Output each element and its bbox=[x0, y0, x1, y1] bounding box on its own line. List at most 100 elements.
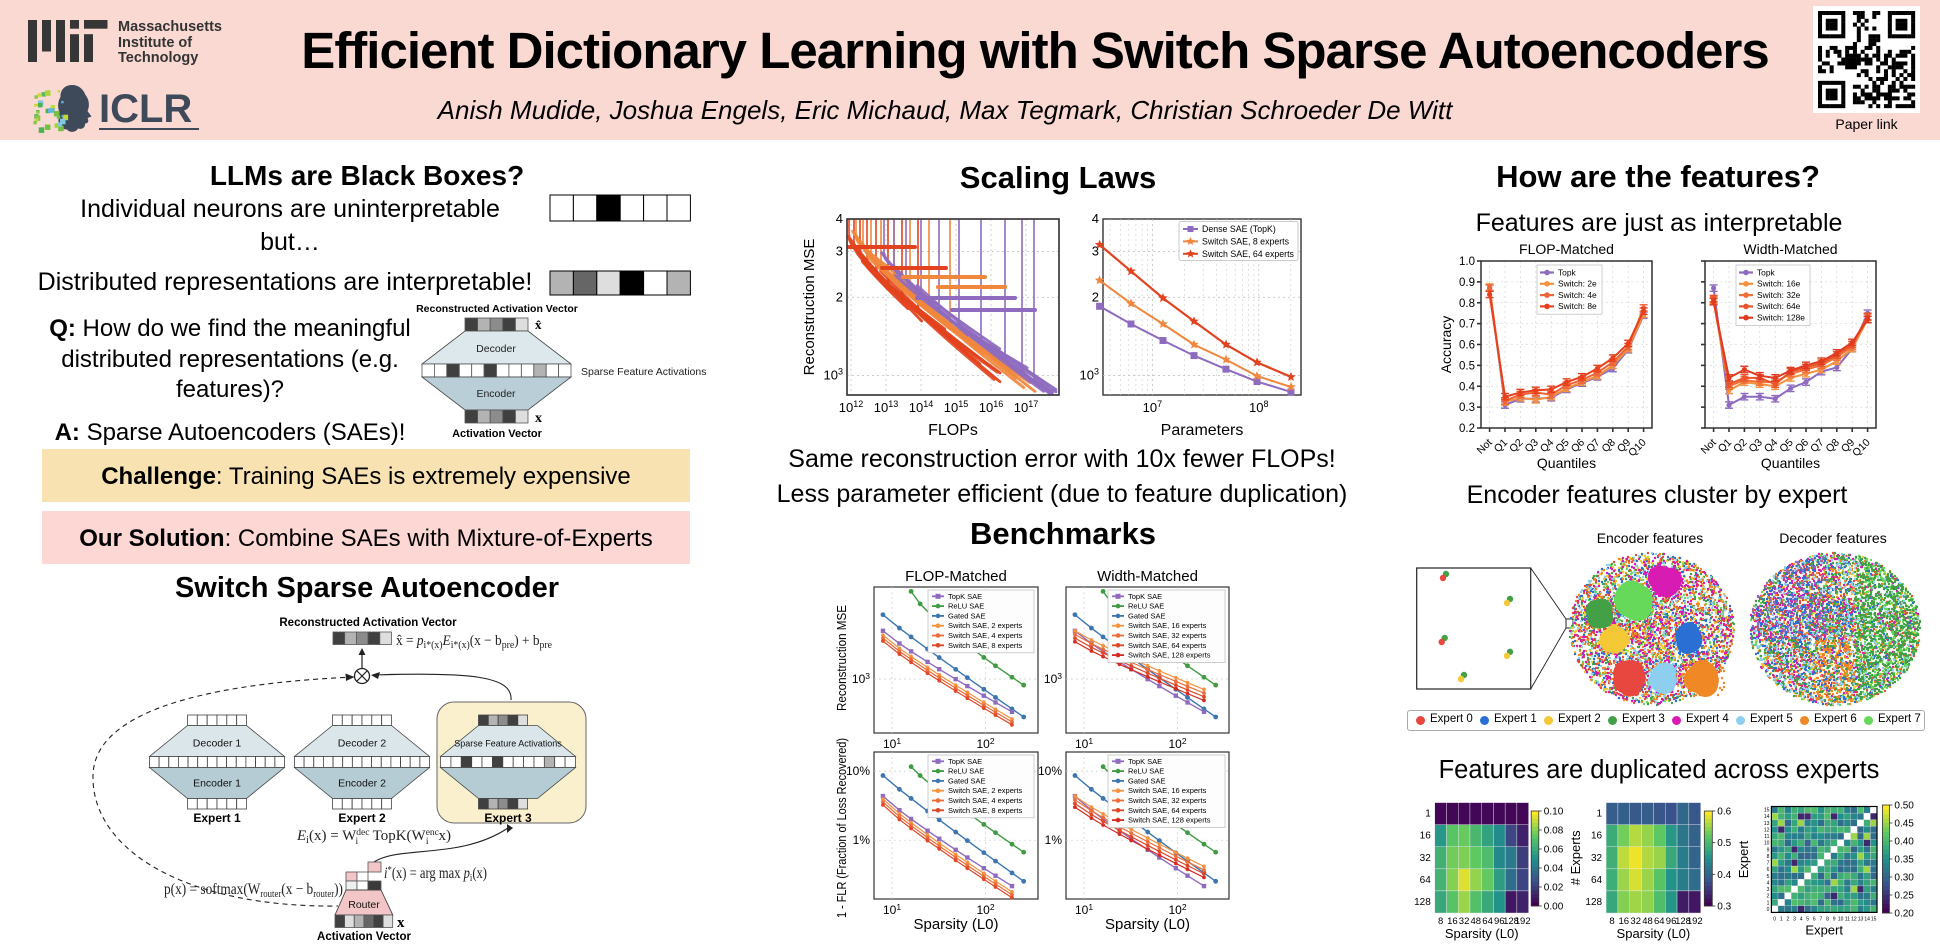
svg-text:5: 5 bbox=[1806, 916, 1809, 922]
svg-text:4: 4 bbox=[1767, 880, 1770, 886]
svg-text:32: 32 bbox=[1591, 853, 1603, 864]
svg-text:0.08: 0.08 bbox=[1544, 826, 1564, 837]
svg-text:0.30: 0.30 bbox=[1894, 873, 1914, 884]
svg-text:10: 10 bbox=[1838, 916, 1844, 922]
svg-text:107: 107 bbox=[1143, 399, 1162, 415]
svg-text:0.3: 0.3 bbox=[1717, 902, 1731, 913]
svg-text:ReLU SAE: ReLU SAE bbox=[1128, 767, 1164, 776]
svg-text:0: 0 bbox=[1767, 907, 1770, 913]
svg-text:Switch SAE, 128 experts: Switch SAE, 128 experts bbox=[1128, 816, 1211, 825]
svg-text:Expert 3: Expert 3 bbox=[484, 811, 532, 825]
svg-text:8: 8 bbox=[1438, 916, 1443, 927]
svg-text:96: 96 bbox=[1494, 916, 1505, 927]
svg-text:1014: 1014 bbox=[909, 399, 933, 415]
svg-text:x: x bbox=[397, 915, 405, 931]
svg-text:Switch SAE, 4 experts: Switch SAE, 4 experts bbox=[948, 631, 1022, 640]
svg-text:Topk: Topk bbox=[1558, 267, 1577, 277]
svg-text:103: 103 bbox=[824, 367, 843, 383]
svg-text:0.04: 0.04 bbox=[1544, 864, 1564, 875]
svg-text:Switch SAE, 8 experts: Switch SAE, 8 experts bbox=[948, 806, 1022, 815]
svg-text:1 - FLR (Fraction of Loss Reco: 1 - FLR (Fraction of Loss Recovered) bbox=[835, 738, 849, 918]
svg-text:0.5: 0.5 bbox=[1717, 838, 1731, 849]
svg-text:2: 2 bbox=[1767, 894, 1770, 900]
svg-text:2: 2 bbox=[1787, 916, 1790, 922]
svg-text:1.0: 1.0 bbox=[1459, 256, 1475, 268]
svg-text:101: 101 bbox=[883, 736, 901, 751]
svg-text:Activation Vector: Activation Vector bbox=[452, 428, 543, 440]
svg-text:Quantiles: Quantiles bbox=[1761, 455, 1820, 471]
svg-text:4: 4 bbox=[1800, 916, 1803, 922]
svg-text:128: 128 bbox=[1675, 916, 1691, 927]
svg-text:i*(x) = arg max pi(x): i*(x) = arg max pi(x) bbox=[384, 864, 487, 884]
svg-text:48: 48 bbox=[1642, 916, 1653, 927]
svg-text:1: 1 bbox=[1780, 916, 1783, 922]
svg-text:0.8: 0.8 bbox=[1459, 298, 1475, 310]
svg-text:13: 13 bbox=[1858, 916, 1864, 922]
svg-text:1: 1 bbox=[1425, 809, 1431, 820]
svg-text:Sparse Feature Activations: Sparse Feature Activations bbox=[454, 739, 562, 749]
svg-text:10%: 10% bbox=[1038, 764, 1062, 778]
svg-text:5: 5 bbox=[1767, 874, 1770, 880]
svg-text:1016: 1016 bbox=[979, 399, 1003, 415]
svg-text:3: 3 bbox=[1793, 916, 1796, 922]
svg-text:Switch SAE, 16 experts: Switch SAE, 16 experts bbox=[1128, 786, 1207, 795]
svg-text:Sparsity (L0): Sparsity (L0) bbox=[913, 916, 998, 933]
svg-text:1015: 1015 bbox=[944, 399, 968, 415]
svg-text:96: 96 bbox=[1666, 916, 1677, 927]
svg-text:Dense SAE (TopK): Dense SAE (TopK) bbox=[1202, 224, 1276, 234]
svg-text:0.25: 0.25 bbox=[1894, 891, 1914, 902]
svg-text:x̂ = pi*(x)Ei*(x)(x − bpre) +: x̂ = pi*(x)Ei*(x)(x − bpre) + bpre bbox=[396, 633, 552, 651]
svg-text:0.20: 0.20 bbox=[1894, 909, 1914, 920]
svg-text:ReLU SAE: ReLU SAE bbox=[1128, 602, 1164, 611]
svg-text:0.02: 0.02 bbox=[1544, 883, 1564, 894]
svg-text:Accuracy: Accuracy bbox=[1438, 316, 1454, 374]
svg-text:Switch SAE, 2 experts: Switch SAE, 2 experts bbox=[948, 786, 1022, 795]
svg-text:0.3: 0.3 bbox=[1459, 402, 1475, 414]
svg-text:32: 32 bbox=[1459, 916, 1470, 927]
svg-text:Gated SAE: Gated SAE bbox=[948, 776, 986, 785]
svg-text:Switch SAE, 64 experts: Switch SAE, 64 experts bbox=[1202, 249, 1295, 259]
svg-text:Decoder: Decoder bbox=[476, 343, 516, 355]
svg-text:6: 6 bbox=[1767, 867, 1770, 873]
svg-text:FLOP-Matched: FLOP-Matched bbox=[905, 568, 1007, 585]
svg-text:1013: 1013 bbox=[874, 399, 898, 415]
svg-text:TopK SAE: TopK SAE bbox=[948, 757, 982, 766]
svg-text:0.50: 0.50 bbox=[1894, 801, 1914, 812]
svg-text:8: 8 bbox=[1609, 916, 1614, 927]
svg-text:Decoder 1: Decoder 1 bbox=[193, 738, 242, 750]
svg-text:x̂: x̂ bbox=[535, 317, 542, 332]
svg-text:102: 102 bbox=[976, 736, 994, 751]
svg-text:Expert: Expert bbox=[1805, 922, 1843, 937]
svg-text:Switch: 4e: Switch: 4e bbox=[1558, 290, 1597, 300]
svg-text:0.6: 0.6 bbox=[1717, 807, 1731, 818]
svg-text:Switch: 128e: Switch: 128e bbox=[1757, 313, 1805, 323]
svg-text:32: 32 bbox=[1420, 853, 1432, 864]
svg-text:Switch SAE, 64 experts: Switch SAE, 64 experts bbox=[1128, 641, 1207, 650]
svg-text:8: 8 bbox=[1826, 916, 1829, 922]
svg-text:64: 64 bbox=[1420, 875, 1432, 886]
svg-text:192: 192 bbox=[1515, 916, 1531, 927]
svg-text:0.00: 0.00 bbox=[1544, 902, 1564, 913]
svg-text:# Experts: # Experts bbox=[1568, 830, 1583, 885]
svg-text:Switch: 32e: Switch: 32e bbox=[1757, 290, 1801, 300]
svg-text:Switch SAE, 8 experts: Switch SAE, 8 experts bbox=[1202, 236, 1290, 246]
svg-text:128: 128 bbox=[1585, 897, 1602, 908]
svg-text:ReLU SAE: ReLU SAE bbox=[948, 602, 984, 611]
svg-text:Switch SAE, 32 experts: Switch SAE, 32 experts bbox=[1128, 631, 1207, 640]
svg-text:Quantiles: Quantiles bbox=[1537, 455, 1596, 471]
svg-text:4: 4 bbox=[1092, 211, 1099, 226]
svg-text:101: 101 bbox=[883, 902, 901, 917]
svg-text:8: 8 bbox=[1767, 854, 1770, 860]
svg-text:12: 12 bbox=[1764, 828, 1770, 834]
svg-text:15: 15 bbox=[1871, 916, 1877, 922]
svg-text:3: 3 bbox=[1092, 243, 1099, 258]
svg-text:ReLU SAE: ReLU SAE bbox=[948, 767, 984, 776]
svg-text:Switch SAE, 32 experts: Switch SAE, 32 experts bbox=[1128, 796, 1207, 805]
svg-text:Gated SAE: Gated SAE bbox=[1128, 776, 1166, 785]
svg-text:Switch SAE, 4 experts: Switch SAE, 4 experts bbox=[948, 796, 1022, 805]
svg-text:Switch: 2e: Switch: 2e bbox=[1558, 279, 1597, 289]
svg-text:Decoder 2: Decoder 2 bbox=[338, 738, 387, 750]
svg-text:Switch SAE, 16 experts: Switch SAE, 16 experts bbox=[1128, 621, 1207, 630]
svg-text:Switch: 8e: Switch: 8e bbox=[1558, 301, 1597, 311]
